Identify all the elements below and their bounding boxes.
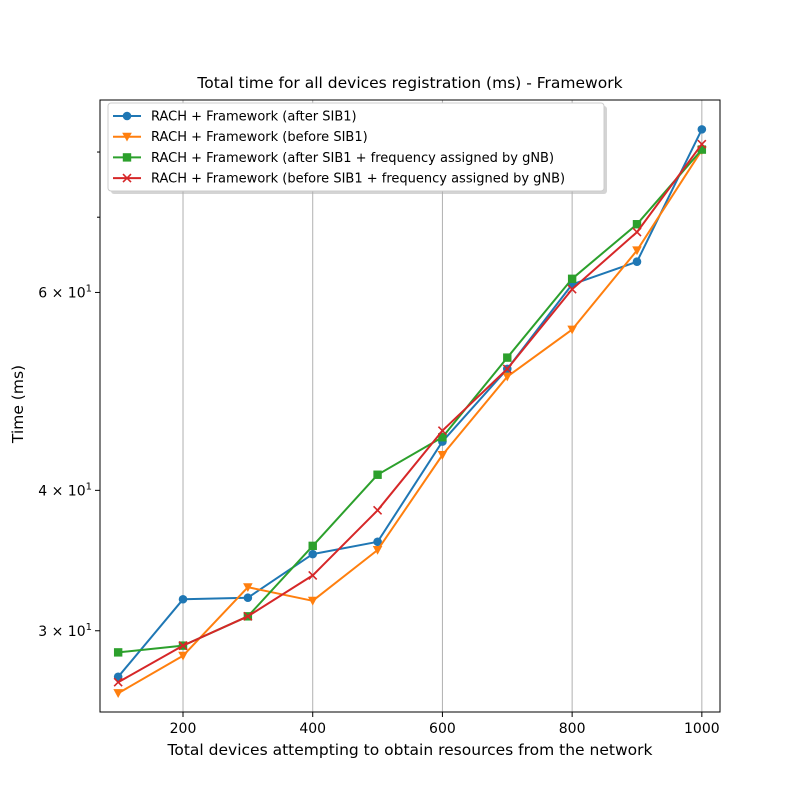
data-point — [567, 284, 577, 294]
legend-entries: RACH + Framework (after SIB1) RACH + Fram… — [113, 110, 565, 187]
legend-entry: RACH + Framework (before SIB1 + frequenc… — [113, 172, 565, 187]
legend-marker — [122, 132, 132, 142]
data-point — [632, 227, 642, 237]
x-tick-label: 600 — [429, 721, 456, 737]
data-point — [697, 125, 707, 134]
x-axis-label: Total devices attempting to obtain resou… — [167, 741, 653, 759]
data-point — [438, 433, 447, 442]
data-point — [113, 689, 123, 698]
data-point — [178, 651, 188, 661]
data-point — [308, 549, 318, 559]
y-axis-label: Time (ms) — [9, 365, 27, 444]
data-point — [632, 257, 642, 267]
x-tick-label: 200 — [170, 721, 197, 737]
y-tick-label: 6 × 101 — [38, 283, 92, 301]
x-marker-stroke — [122, 173, 132, 183]
x-marker-stroke — [567, 284, 577, 294]
data-point — [632, 220, 642, 229]
data-point — [373, 470, 382, 479]
data-point — [502, 372, 513, 382]
ticks: 200 400 600 800 1000 3 × 101 4 × 101 6 × 101 — [38, 151, 720, 737]
x-marker-stroke — [632, 227, 642, 237]
x-marker-stroke — [308, 570, 318, 581]
series-4 — [113, 139, 707, 687]
legend-label: RACH + Framework (before SIB1 + frequenc… — [151, 172, 565, 187]
legend-entry: RACH + Framework (after SIB1) — [113, 110, 357, 125]
legend-entry: RACH + Framework (before SIB1) — [113, 130, 368, 145]
x-tick-label: 1000 — [684, 721, 720, 737]
series-1 — [113, 125, 707, 682]
series-line — [117, 143, 703, 684]
x-marker-stroke — [373, 505, 383, 515]
x-marker-stroke — [113, 677, 123, 687]
data-point — [308, 541, 317, 551]
data-point — [307, 596, 318, 606]
data-point — [113, 677, 123, 687]
legend-label: RACH + Framework (after SIB1) — [151, 110, 357, 125]
legend-marker — [122, 153, 132, 162]
data-point — [632, 246, 642, 256]
x-tick-label: 800 — [559, 721, 586, 737]
data-point — [437, 451, 448, 460]
x-marker-stroke — [502, 364, 512, 374]
data-point — [373, 537, 382, 547]
legend-entry: RACH + Framework (after SIB1 + frequency… — [113, 151, 554, 166]
x-marker-stroke — [243, 611, 253, 621]
series-line — [117, 128, 703, 678]
data-point — [697, 145, 707, 154]
data-point — [567, 325, 577, 335]
x-tick-label: 400 — [299, 721, 326, 737]
y-tick-label: 4 × 101 — [38, 481, 92, 499]
data-point — [178, 641, 188, 651]
legend-marker — [122, 173, 132, 183]
data-point — [503, 353, 512, 362]
series-line — [117, 149, 703, 695]
legend-label: RACH + Framework (before SIB1) — [151, 130, 368, 145]
x-marker-stroke — [697, 139, 707, 149]
data-point — [243, 611, 253, 621]
data-point — [113, 648, 123, 657]
series-layer — [113, 125, 707, 698]
x-marker-stroke — [437, 426, 447, 436]
data-point — [243, 583, 253, 593]
data-point — [243, 593, 253, 603]
grid — [182, 100, 703, 712]
y-tick-label: 3 × 101 — [38, 622, 92, 640]
legend-box — [107, 102, 605, 192]
chart-title: Total time for all devices registration … — [196, 74, 622, 92]
data-point — [372, 545, 383, 555]
x-marker-stroke — [178, 641, 188, 651]
data-point — [373, 505, 383, 515]
data-point — [308, 570, 318, 581]
data-point — [567, 274, 577, 284]
legend-label: RACH + Framework (after SIB1 + frequency… — [151, 151, 554, 166]
data-point — [697, 139, 707, 149]
data-point — [437, 426, 447, 436]
legend-marker — [122, 111, 132, 121]
axes-frame — [99, 99, 721, 713]
data-point — [178, 594, 188, 604]
data-point — [502, 364, 512, 374]
legend: RACH + Framework (after SIB1) RACH + Fram… — [107, 102, 607, 194]
